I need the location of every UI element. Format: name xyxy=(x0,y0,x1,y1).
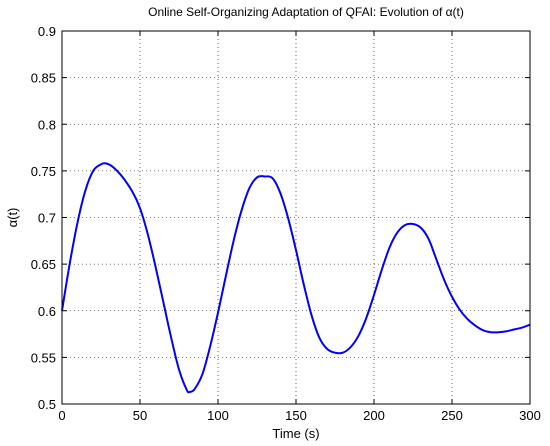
x-tick-label: 0 xyxy=(58,408,65,423)
y-tick-label: 0.7 xyxy=(38,211,56,226)
plot-area xyxy=(62,31,530,404)
y-tick-label: 0.6 xyxy=(38,304,56,319)
ticks xyxy=(61,30,531,405)
y-tick-label: 0.9 xyxy=(38,24,56,39)
y-tick-label: 0.65 xyxy=(31,257,56,272)
y-tick-label: 0.55 xyxy=(31,350,56,365)
y-tick-label: 0.5 xyxy=(38,397,56,412)
tick-labels: 0 50 100 150 200 250 300 0.5 0.55 0.6 0.65 0.7 0.75 0… xyxy=(31,24,541,423)
y-tick-label: 0.8 xyxy=(38,117,56,132)
y-axis-title: α(t) xyxy=(5,208,20,228)
chart-title: Online Self-Organizing Adaptation of QFA… xyxy=(148,5,464,19)
series-layer xyxy=(61,162,531,394)
x-tick-label: 200 xyxy=(363,408,385,423)
series-line xyxy=(61,162,531,394)
x-tick-label: 300 xyxy=(519,408,541,423)
x-tick-label: 50 xyxy=(133,408,147,423)
x-tick-label: 150 xyxy=(285,408,307,423)
x-axis-title: Time (s) xyxy=(272,426,319,441)
y-tick-label: 0.85 xyxy=(31,71,56,86)
x-tick-label: 100 xyxy=(207,408,229,423)
y-tick-label: 0.75 xyxy=(31,164,56,179)
x-tick-label: 250 xyxy=(441,408,463,423)
